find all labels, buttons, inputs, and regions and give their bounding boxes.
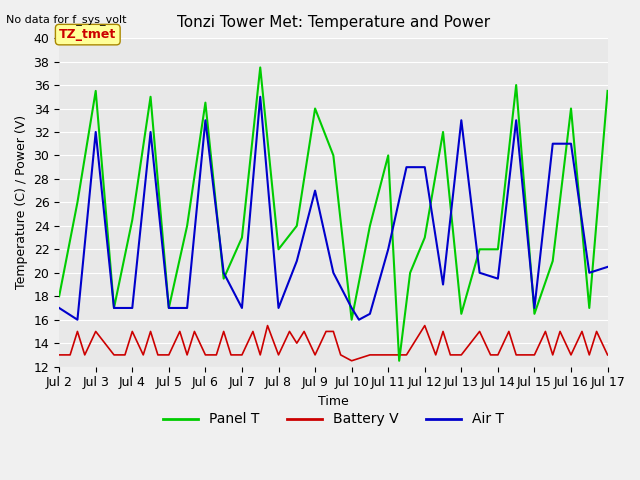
Text: TZ_tmet: TZ_tmet	[59, 28, 116, 41]
Text: No data for f_sys_volt: No data for f_sys_volt	[6, 14, 127, 25]
Title: Tonzi Tower Met: Temperature and Power: Tonzi Tower Met: Temperature and Power	[177, 15, 490, 30]
X-axis label: Time: Time	[318, 395, 349, 408]
Y-axis label: Temperature (C) / Power (V): Temperature (C) / Power (V)	[15, 115, 28, 289]
Legend: Panel T, Battery V, Air T: Panel T, Battery V, Air T	[157, 407, 509, 432]
